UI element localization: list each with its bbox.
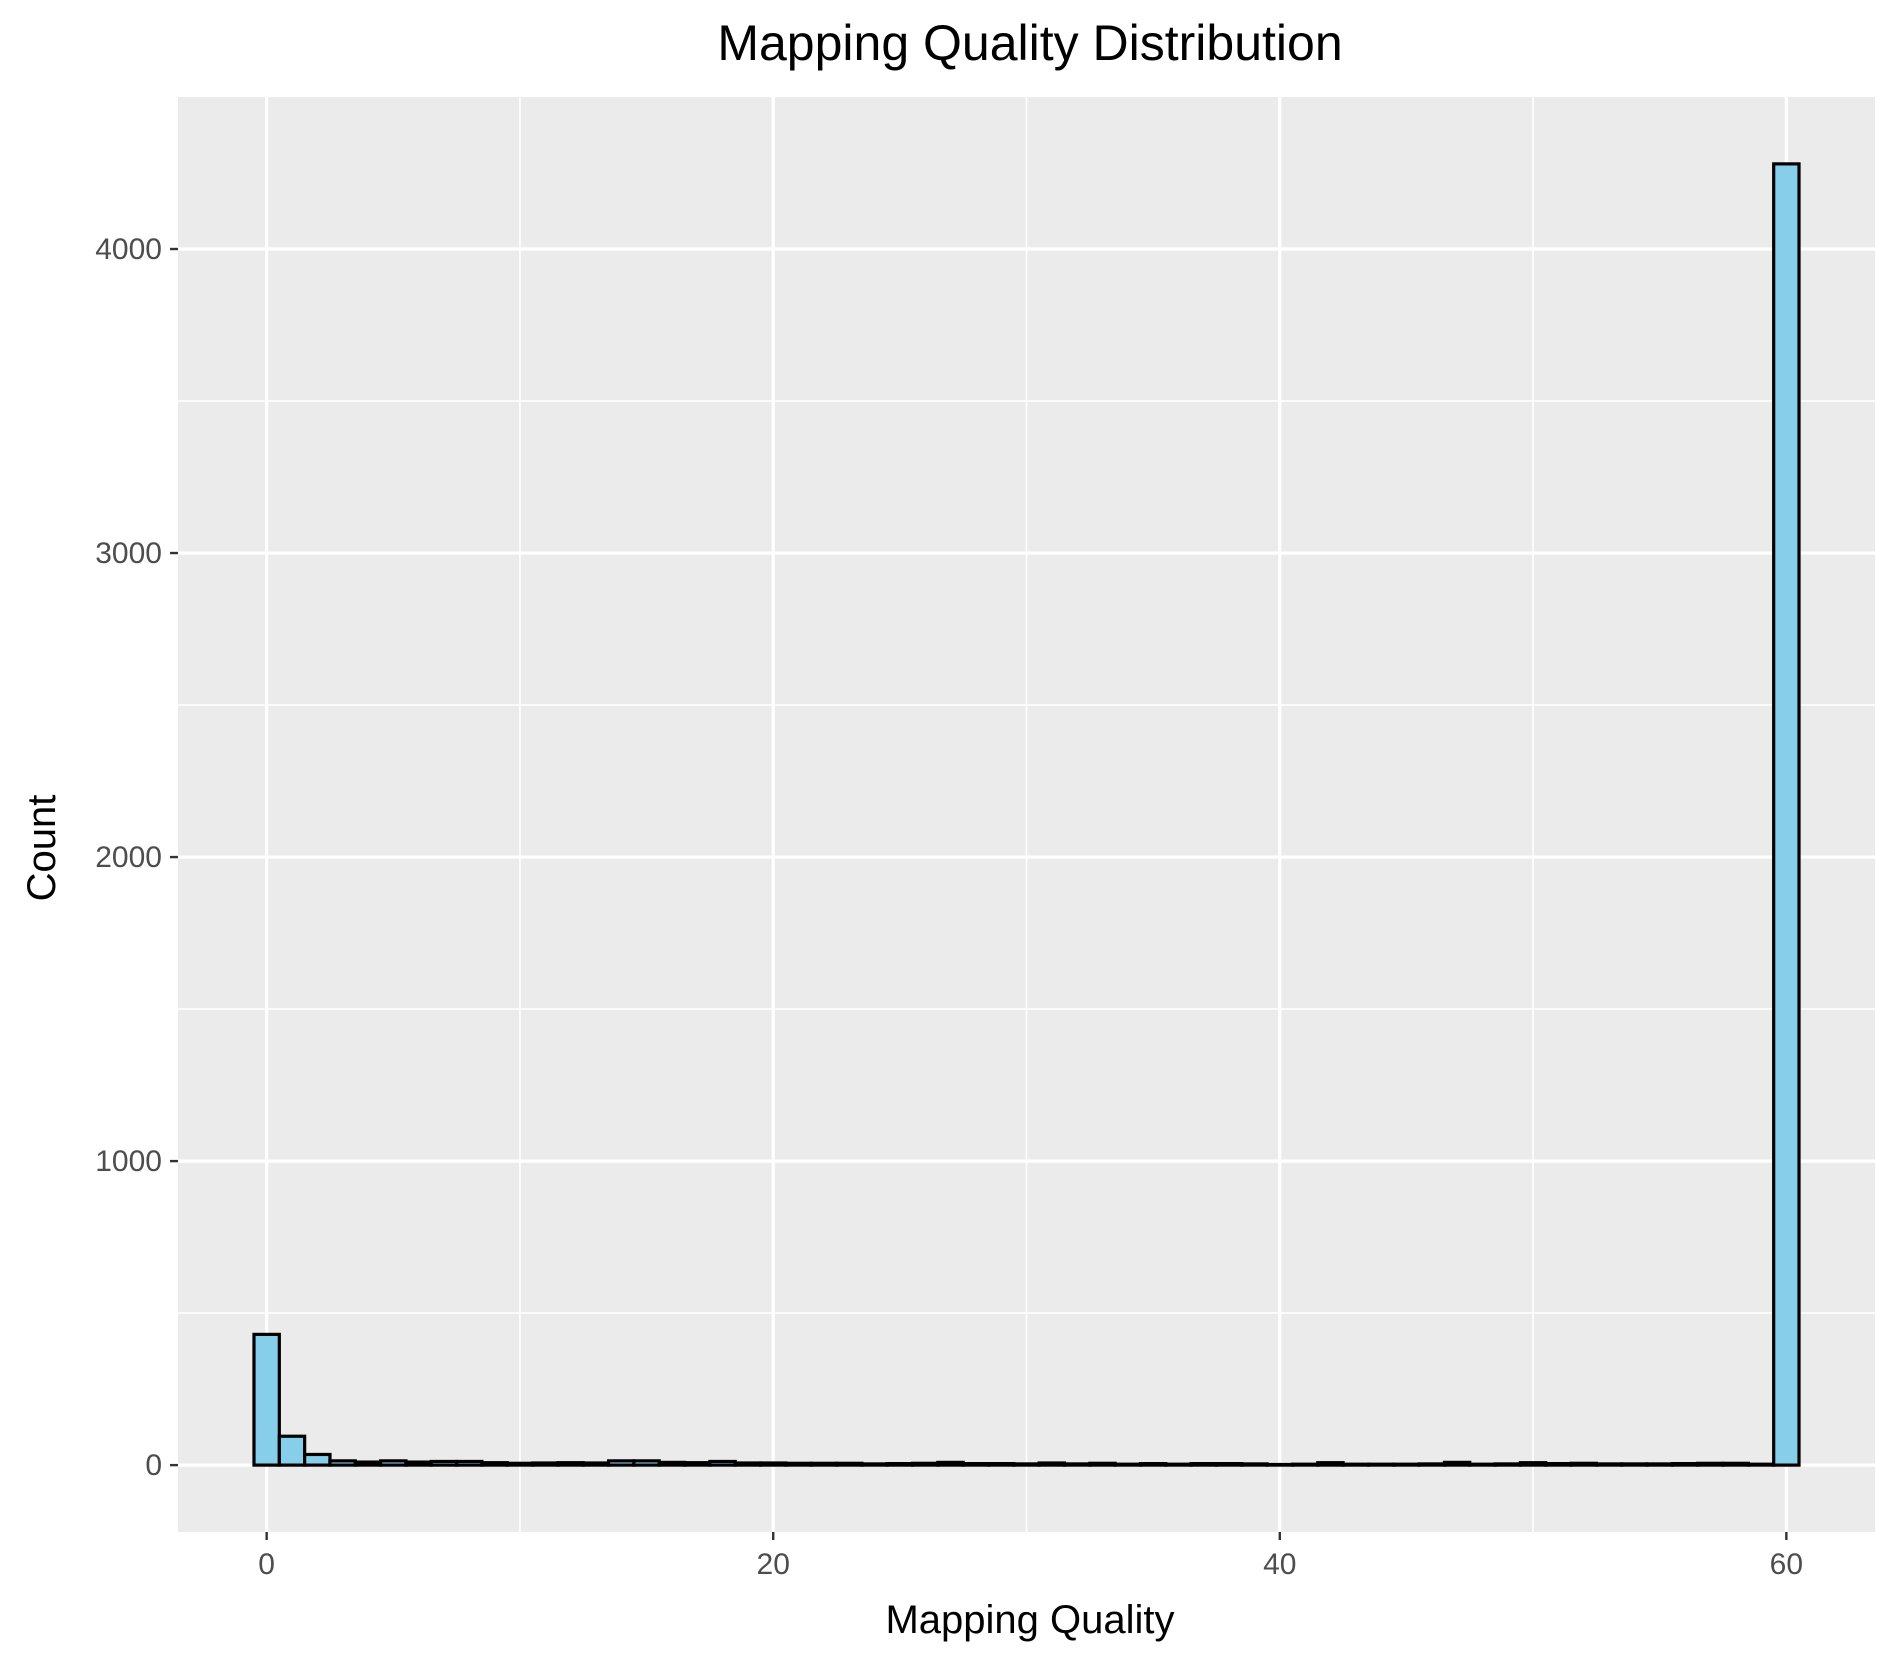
histogram-bar: [961, 1461, 991, 1467]
histogram-bar: [429, 1459, 459, 1467]
histogram-bar: [1746, 1462, 1776, 1467]
histogram-bar: [1037, 1461, 1067, 1467]
histogram-bar: [809, 1461, 839, 1467]
histogram-bar: [1417, 1462, 1447, 1467]
histogram-bar: [1138, 1461, 1168, 1467]
histogram-bar: [1012, 1462, 1041, 1467]
x-tick-label: 60: [1770, 1548, 1803, 1581]
histogram-bar: [1518, 1461, 1548, 1467]
histogram-bar: [303, 1452, 332, 1467]
x-tick-label: 0: [258, 1548, 275, 1581]
histogram-bar: [936, 1460, 965, 1467]
histogram-bar: [1113, 1462, 1143, 1467]
histogram-bar: [581, 1461, 611, 1467]
histogram-bar: [632, 1459, 661, 1467]
histogram-bar: [556, 1461, 585, 1467]
histogram-bar: [1316, 1461, 1345, 1467]
x-tick-label: 40: [1263, 1548, 1296, 1581]
histogram-bar: [1645, 1462, 1674, 1467]
histogram-bar: [1670, 1461, 1700, 1467]
histogram-bar: [910, 1461, 940, 1467]
histogram-bar: [505, 1461, 535, 1467]
histogram-bar: [834, 1461, 864, 1467]
histogram-bar: [682, 1461, 712, 1467]
histogram-bar: [1214, 1461, 1244, 1467]
histogram-bar: [480, 1461, 509, 1467]
axis-ticks: [170, 247, 1788, 1540]
y-tick-label: 1000: [95, 1145, 162, 1178]
histogram-bar: [1696, 1461, 1725, 1467]
y-tick-label: 3000: [95, 537, 162, 570]
histogram-bar: [1265, 1462, 1295, 1467]
histogram-bar: [860, 1462, 889, 1467]
histogram-bar: [986, 1461, 1016, 1467]
histogram-bars: [252, 162, 1801, 1467]
histogram-bar: [708, 1459, 737, 1467]
histogram-bar: [1544, 1461, 1573, 1467]
y-tick-label: 4000: [95, 233, 162, 266]
histogram-bar: [1062, 1462, 1092, 1467]
histogram-bar: [733, 1461, 763, 1467]
tick-labels: 0 20 40 60 0 1000 2000 3000 4000: [95, 233, 1803, 1581]
y-tick-label: 2000: [95, 841, 162, 874]
histogram-bar: [1366, 1462, 1396, 1467]
chart-title: Mapping Quality Distribution: [717, 15, 1342, 71]
histogram-bar: [758, 1461, 788, 1467]
histogram-bar: [784, 1461, 813, 1467]
histogram-bar: [1493, 1462, 1523, 1467]
histogram-bar: [252, 1332, 281, 1467]
histogram-bar: [1392, 1462, 1421, 1467]
x-tick-label: 20: [757, 1548, 790, 1581]
histogram-bar: [1164, 1462, 1193, 1467]
histogram-bar: [1341, 1462, 1371, 1467]
histogram-bar: [530, 1461, 560, 1467]
histogram-bar: [1569, 1461, 1598, 1467]
histogram-bar: [885, 1461, 915, 1467]
histogram-bar: [657, 1460, 687, 1467]
histogram-bar: [1442, 1460, 1472, 1467]
histogram-bar: [1468, 1462, 1497, 1467]
histogram-bar: [379, 1459, 408, 1467]
histogram-bar: [1721, 1461, 1750, 1467]
histogram-bar: [328, 1459, 357, 1467]
histogram-bar: [606, 1459, 636, 1467]
histogram-bar: [1594, 1462, 1624, 1467]
histogram-bar: [455, 1459, 484, 1467]
y-tick-label: 0: [145, 1449, 162, 1482]
histogram-bar: [1240, 1462, 1269, 1467]
minor-gridlines: [178, 97, 1875, 1532]
histogram-bar: [404, 1460, 433, 1467]
histogram-bar: [1772, 162, 1801, 1467]
y-axis-title: Count: [20, 795, 64, 902]
histogram-bar: [353, 1460, 383, 1467]
histogram-bar: [1290, 1462, 1320, 1467]
histogram-bar: [277, 1434, 307, 1467]
histogram-bar: [1088, 1461, 1117, 1467]
histogram-bar: [1620, 1462, 1649, 1467]
x-axis-title: Mapping Quality: [885, 1598, 1174, 1642]
histogram-bar: [1189, 1461, 1219, 1467]
